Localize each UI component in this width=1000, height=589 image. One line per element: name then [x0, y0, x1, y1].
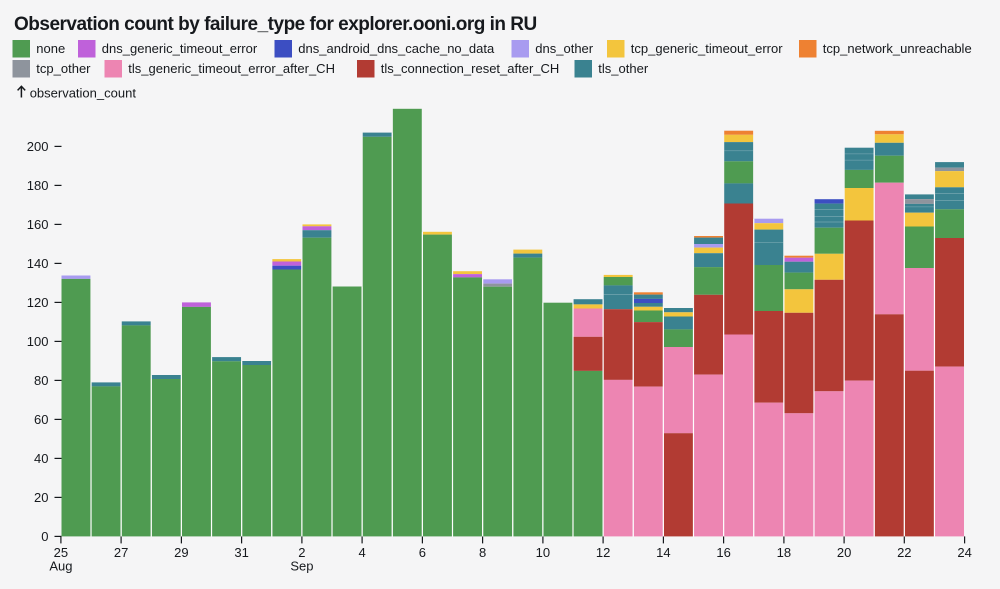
- svg-text:observation_count: observation_count: [30, 85, 137, 100]
- svg-text:180: 180: [27, 178, 49, 193]
- svg-text:tcp_network_unreachable: tcp_network_unreachable: [823, 41, 972, 56]
- svg-text:24: 24: [957, 545, 971, 560]
- svg-text:120: 120: [27, 295, 49, 310]
- svg-text:Sep: Sep: [290, 559, 313, 574]
- svg-text:22: 22: [897, 545, 911, 560]
- svg-text:Aug: Aug: [49, 559, 72, 574]
- svg-text:14: 14: [656, 545, 670, 560]
- svg-text:dns_generic_timeout_error: dns_generic_timeout_error: [102, 41, 258, 56]
- svg-text:140: 140: [27, 256, 49, 271]
- svg-text:tls_generic_timeout_error_afte: tls_generic_timeout_error_after_CH: [128, 61, 335, 76]
- svg-text:31: 31: [234, 545, 248, 560]
- svg-text:Observation count by failure_t: Observation count by failure_type for ex…: [14, 14, 537, 35]
- svg-text:8: 8: [479, 545, 486, 560]
- svg-text:20: 20: [837, 545, 851, 560]
- svg-text:27: 27: [114, 545, 128, 560]
- svg-text:200: 200: [27, 139, 49, 154]
- svg-text:40: 40: [34, 451, 48, 466]
- svg-text:160: 160: [27, 217, 49, 232]
- svg-text:6: 6: [419, 545, 426, 560]
- svg-text:16: 16: [716, 545, 730, 560]
- svg-text:80: 80: [34, 373, 48, 388]
- svg-text:dns_android_dns_cache_no_data: dns_android_dns_cache_no_data: [298, 41, 495, 56]
- svg-text:4: 4: [358, 545, 365, 560]
- svg-text:12: 12: [596, 545, 610, 560]
- svg-text:tls_connection_reset_after_CH: tls_connection_reset_after_CH: [381, 61, 560, 76]
- svg-text:tcp_other: tcp_other: [36, 61, 91, 76]
- svg-text:tcp_generic_timeout_error: tcp_generic_timeout_error: [631, 41, 783, 56]
- svg-text:tls_other: tls_other: [598, 61, 649, 76]
- svg-text:dns_other: dns_other: [535, 41, 593, 56]
- svg-text:60: 60: [34, 412, 48, 427]
- svg-text:20: 20: [34, 490, 48, 505]
- svg-text:10: 10: [536, 545, 550, 560]
- svg-text:2: 2: [298, 545, 305, 560]
- svg-text:18: 18: [777, 545, 791, 560]
- svg-text:0: 0: [41, 529, 48, 544]
- svg-text:none: none: [36, 41, 65, 56]
- svg-text:25: 25: [54, 545, 68, 560]
- svg-text:29: 29: [174, 545, 188, 560]
- svg-text:100: 100: [27, 334, 49, 349]
